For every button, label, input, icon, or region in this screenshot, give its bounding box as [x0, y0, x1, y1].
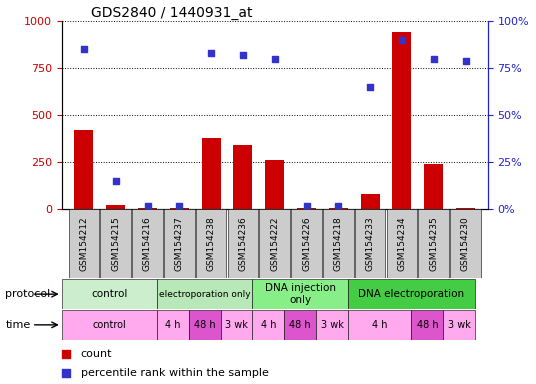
- Text: time: time: [5, 320, 31, 330]
- Point: [175, 202, 184, 209]
- Bar: [189, 310, 221, 340]
- Bar: [424, 164, 443, 209]
- Text: 48 h: 48 h: [194, 320, 215, 330]
- Text: GDS2840 / 1440931_at: GDS2840 / 1440931_at: [92, 6, 253, 20]
- Bar: [221, 310, 252, 340]
- Point: [143, 202, 152, 209]
- Point: [334, 202, 343, 209]
- Bar: [392, 32, 412, 209]
- Text: GSM154218: GSM154218: [334, 217, 343, 271]
- Bar: [233, 145, 252, 209]
- Bar: [62, 310, 157, 340]
- Bar: [170, 208, 189, 209]
- FancyBboxPatch shape: [132, 209, 163, 278]
- Text: 48 h: 48 h: [416, 320, 438, 330]
- Text: 4 h: 4 h: [260, 320, 276, 330]
- Bar: [157, 310, 189, 340]
- Point: [398, 37, 406, 43]
- FancyBboxPatch shape: [355, 209, 385, 278]
- Bar: [265, 161, 284, 209]
- FancyBboxPatch shape: [450, 209, 481, 278]
- Text: count: count: [81, 349, 113, 359]
- FancyBboxPatch shape: [69, 209, 99, 278]
- Point: [239, 52, 247, 58]
- Text: GSM154236: GSM154236: [239, 217, 248, 271]
- Bar: [252, 310, 284, 340]
- Text: electroporation only: electroporation only: [159, 290, 250, 299]
- Text: GSM154234: GSM154234: [397, 217, 406, 271]
- Point: [461, 58, 470, 64]
- Text: 48 h: 48 h: [289, 320, 311, 330]
- Text: 3 wk: 3 wk: [321, 320, 344, 330]
- Bar: [348, 279, 475, 309]
- FancyBboxPatch shape: [164, 209, 195, 278]
- Text: 3 wk: 3 wk: [225, 320, 248, 330]
- Point: [429, 56, 438, 62]
- Text: 4 h: 4 h: [165, 320, 181, 330]
- Text: control: control: [91, 289, 128, 299]
- Bar: [412, 310, 443, 340]
- Text: DNA injection
only: DNA injection only: [265, 283, 336, 305]
- FancyBboxPatch shape: [196, 209, 226, 278]
- Text: GSM154233: GSM154233: [366, 217, 375, 271]
- Bar: [106, 205, 125, 209]
- Text: GSM154216: GSM154216: [143, 217, 152, 271]
- Point: [302, 202, 311, 209]
- Bar: [443, 310, 475, 340]
- Bar: [361, 194, 379, 209]
- Bar: [284, 310, 316, 340]
- Text: 3 wk: 3 wk: [448, 320, 471, 330]
- Point: [271, 56, 279, 62]
- Point: [309, 124, 318, 130]
- FancyBboxPatch shape: [419, 209, 449, 278]
- Text: GSM154215: GSM154215: [111, 217, 120, 271]
- Text: GSM154237: GSM154237: [175, 217, 184, 271]
- Text: 4 h: 4 h: [372, 320, 388, 330]
- Text: protocol: protocol: [5, 289, 50, 299]
- FancyBboxPatch shape: [228, 209, 258, 278]
- Text: GSM154230: GSM154230: [461, 217, 470, 271]
- Bar: [202, 138, 221, 209]
- Text: GSM154238: GSM154238: [206, 217, 215, 271]
- Text: DNA electroporation: DNA electroporation: [359, 289, 465, 299]
- Bar: [348, 310, 412, 340]
- Point: [309, 297, 318, 303]
- FancyBboxPatch shape: [291, 209, 322, 278]
- Point: [366, 84, 374, 90]
- Text: GSM154222: GSM154222: [270, 217, 279, 271]
- Point: [207, 50, 215, 56]
- Bar: [252, 279, 348, 309]
- FancyBboxPatch shape: [100, 209, 131, 278]
- Text: GSM154226: GSM154226: [302, 217, 311, 271]
- Bar: [157, 279, 252, 309]
- FancyBboxPatch shape: [259, 209, 290, 278]
- Point: [111, 178, 120, 184]
- Text: control: control: [93, 320, 126, 330]
- Bar: [62, 279, 157, 309]
- Bar: [75, 130, 93, 209]
- Text: percentile rank within the sample: percentile rank within the sample: [81, 368, 269, 378]
- Text: GSM154235: GSM154235: [429, 217, 438, 271]
- FancyBboxPatch shape: [386, 209, 417, 278]
- Text: GSM154212: GSM154212: [79, 217, 88, 271]
- Bar: [316, 310, 348, 340]
- FancyBboxPatch shape: [323, 209, 354, 278]
- Point: [80, 46, 88, 53]
